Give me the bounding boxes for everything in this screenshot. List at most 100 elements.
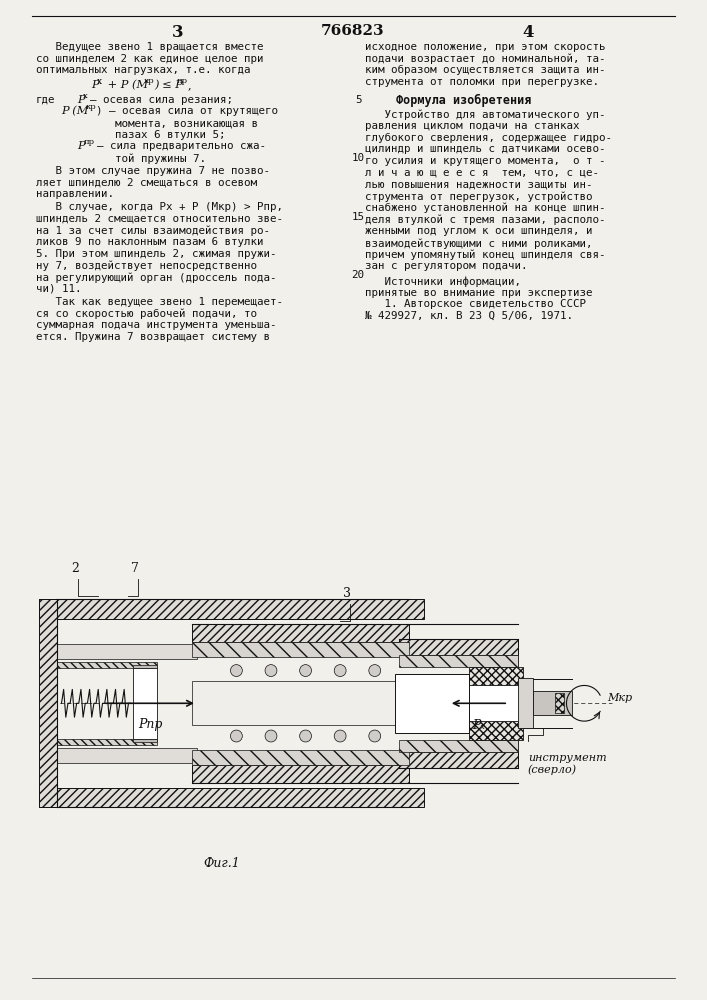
- Text: P: P: [91, 80, 99, 90]
- Text: шпиндель 2 смещается относительно зве-: шпиндель 2 смещается относительно зве-: [36, 214, 283, 224]
- Text: ) – осевая сила от крутящего: ) – осевая сила от крутящего: [96, 106, 278, 116]
- Bar: [39, 788, 424, 807]
- Bar: [192, 624, 409, 642]
- Text: деля втулкой с тремя пазами, располо-: деля втулкой с тремя пазами, располо-: [365, 215, 605, 225]
- Text: кр: кр: [86, 103, 96, 111]
- Text: ляет шпинделю 2 смещаться в осевом: ляет шпинделю 2 смещаться в осевом: [36, 178, 257, 188]
- Text: В этом случае пружина 7 не позво-: В этом случае пружина 7 не позво-: [36, 166, 270, 176]
- Text: + P (M: + P (M: [104, 80, 148, 90]
- Text: 4: 4: [522, 24, 534, 41]
- Bar: [192, 750, 409, 765]
- Text: (сверло): (сверло): [528, 765, 577, 775]
- Bar: [192, 765, 409, 783]
- Bar: [57, 748, 197, 763]
- Text: Ведущее звено 1 вращается вместе: Ведущее звено 1 вращается вместе: [36, 42, 263, 52]
- Text: 1. Авторское свидетельство СССР: 1. Авторское свидетельство СССР: [365, 299, 586, 309]
- Text: снабжено установленной на конце шпин-: снабжено установленной на конце шпин-: [365, 203, 605, 213]
- Text: чи) 11.: чи) 11.: [36, 284, 81, 294]
- Bar: [39, 599, 57, 807]
- Text: 3: 3: [173, 24, 184, 41]
- Text: 15: 15: [351, 212, 364, 222]
- Text: № 429927, кл. В 23 Q 5/06, 1971.: № 429927, кл. В 23 Q 5/06, 1971.: [365, 311, 573, 321]
- Circle shape: [369, 730, 380, 742]
- Text: ется. Пружина 7 возвращает систему в: ется. Пружина 7 возвращает систему в: [36, 332, 270, 342]
- Text: принятые во внимание при экспертизе: принятые во внимание при экспертизе: [365, 288, 592, 298]
- Bar: [399, 639, 518, 655]
- Bar: [518, 678, 533, 728]
- Text: инструмент: инструмент: [528, 753, 607, 763]
- Bar: [554, 693, 564, 713]
- Text: ) ≤ P: ) ≤ P: [154, 80, 183, 90]
- Text: Pₓ: Pₓ: [472, 719, 485, 732]
- Text: ким образом осуществляется защита ин-: ким образом осуществляется защита ин-: [365, 65, 605, 75]
- Text: 5: 5: [355, 95, 361, 105]
- Bar: [399, 655, 518, 667]
- Text: Pпр: Pпр: [139, 718, 163, 731]
- Text: струмента от перегрузок, устройство: струмента от перегрузок, устройство: [365, 191, 592, 202]
- Text: исходное положение, при этом скорость: исходное положение, при этом скорость: [365, 42, 605, 52]
- Text: 20: 20: [351, 270, 364, 280]
- Text: P (M: P (M: [62, 106, 89, 117]
- Text: пр: пр: [177, 77, 188, 85]
- Text: ликов 9 по наклонным пазам 6 втулки: ликов 9 по наклонным пазам 6 втулки: [36, 237, 263, 247]
- Text: x: x: [83, 92, 88, 100]
- Bar: [192, 642, 409, 657]
- Circle shape: [334, 665, 346, 677]
- Circle shape: [334, 730, 346, 742]
- Text: равления циклом подачи на станках: равления циклом подачи на станках: [365, 121, 579, 131]
- Text: Формула изобретения: Формула изобретения: [396, 94, 532, 107]
- Circle shape: [369, 665, 380, 677]
- Text: кр: кр: [144, 77, 154, 85]
- Text: пр: пр: [83, 138, 94, 146]
- Text: ,: ,: [188, 80, 192, 90]
- Bar: [395, 674, 469, 733]
- Text: цилиндр и шпиндель с датчиками осево-: цилиндр и шпиндель с датчиками осево-: [365, 144, 605, 154]
- Text: струмента от поломки при перегрузке.: струмента от поломки при перегрузке.: [365, 77, 599, 87]
- Text: x: x: [97, 77, 103, 86]
- Text: со шпинделем 2 как единое целое при: со шпинделем 2 как единое целое при: [36, 54, 263, 64]
- Circle shape: [300, 730, 312, 742]
- Text: л и ч а ю щ е е с я  тем, что, с це-: л и ч а ю щ е е с я тем, что, с це-: [365, 168, 599, 178]
- Circle shape: [265, 665, 277, 677]
- Bar: [133, 665, 158, 668]
- Bar: [399, 752, 518, 768]
- Circle shape: [230, 665, 243, 677]
- Text: Источники информации,: Источники информации,: [365, 276, 521, 287]
- Text: где: где: [36, 95, 55, 105]
- Text: направлении.: направлении.: [36, 189, 114, 199]
- Text: причем упомянутый конец шпинделя свя-: причем упомянутый конец шпинделя свя-: [365, 250, 605, 260]
- Text: Фиг.1: Фиг.1: [203, 857, 240, 870]
- Bar: [39, 599, 424, 619]
- Bar: [133, 668, 158, 739]
- Bar: [469, 667, 523, 740]
- Text: – осевая сила резания;: – осевая сила резания;: [90, 95, 233, 105]
- Text: взаимодействующими с ними роликами,: взаимодействующими с ними роликами,: [365, 238, 592, 249]
- Text: подачи возрастает до номинальной, та-: подачи возрастает до номинальной, та-: [365, 54, 605, 64]
- Text: В случае, когда Px + P (Mкр) > Pпр,: В случае, когда Px + P (Mкр) > Pпр,: [36, 202, 283, 212]
- Text: P: P: [77, 95, 85, 105]
- Bar: [57, 644, 197, 659]
- Text: пазах 6 втулки 5;: пазах 6 втулки 5;: [115, 130, 226, 140]
- Text: 7: 7: [131, 562, 139, 575]
- Text: 5. При этом шпиндель 2, сжимая пружи-: 5. При этом шпиндель 2, сжимая пружи-: [36, 249, 276, 259]
- Text: на 1 за счет силы взаимодействия ро-: на 1 за счет силы взаимодействия ро-: [36, 225, 270, 236]
- Text: на регулирующий орган (дроссель пода-: на регулирующий орган (дроссель пода-: [36, 272, 276, 283]
- Circle shape: [230, 730, 243, 742]
- Text: Так как ведущее звено 1 перемещает-: Так как ведущее звено 1 перемещает-: [36, 297, 283, 307]
- Bar: [57, 662, 158, 668]
- Text: момента, возникающая в: момента, возникающая в: [115, 118, 258, 128]
- Bar: [399, 685, 523, 721]
- Text: ся со скоростью рабочей подачи, то: ся со скоростью рабочей подачи, то: [36, 308, 257, 319]
- Circle shape: [265, 730, 277, 742]
- Bar: [57, 739, 158, 745]
- Text: Mкр: Mкр: [607, 693, 632, 703]
- Text: зан с регулятором подачи.: зан с регулятором подачи.: [365, 261, 527, 271]
- Text: глубокого сверления, содержащее гидро-: глубокого сверления, содержащее гидро-: [365, 133, 612, 143]
- Bar: [192, 681, 409, 725]
- Text: суммарная подача инструмента уменьша-: суммарная подача инструмента уменьша-: [36, 320, 276, 330]
- Text: оптимальных нагрузках, т.е. когда: оптимальных нагрузках, т.е. когда: [36, 65, 250, 75]
- Text: P: P: [77, 141, 85, 151]
- Text: 2: 2: [71, 562, 79, 575]
- Bar: [533, 691, 573, 715]
- Text: 10: 10: [351, 153, 364, 163]
